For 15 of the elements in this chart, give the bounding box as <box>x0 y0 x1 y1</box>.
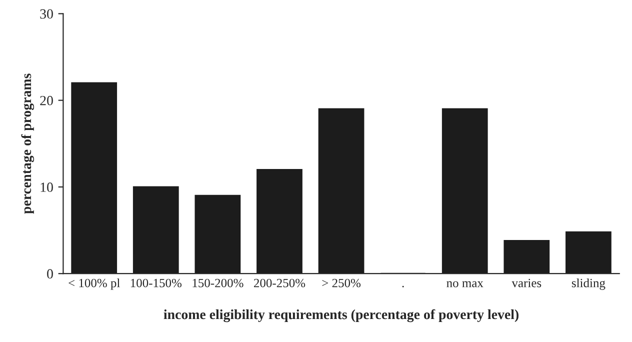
x-axis-title: income eligibility requirements (percentage of poverty level) <box>164 309 518 322</box>
x-tick-label: sliding <box>572 278 606 290</box>
y-tick-label: 30 <box>40 9 53 19</box>
y-tick-label: 0 <box>47 269 53 279</box>
x-tick-label: 100-150% <box>130 278 182 288</box>
x-tick-label: varies <box>512 278 542 288</box>
y-axis-title: percentage of programs <box>21 74 34 214</box>
y-tick-label: 10 <box>40 182 53 192</box>
y-tick-label: 20 <box>40 96 53 106</box>
x-tick-label: no max <box>446 281 484 288</box>
x-tick-label: > 250% <box>322 278 361 288</box>
x-tick-label: < 100% pl <box>68 278 120 290</box>
x-tick-label: 200-250% <box>254 278 306 288</box>
x-tick-label: 150-200% <box>192 278 244 288</box>
x-tick-label: . <box>402 286 404 288</box>
